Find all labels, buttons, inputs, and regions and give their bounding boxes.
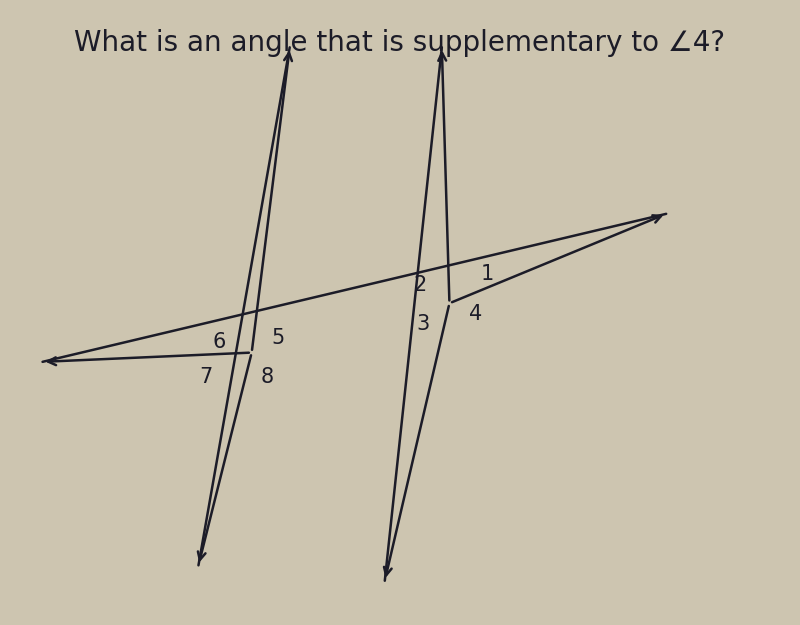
Text: 8: 8 [260, 368, 274, 388]
Text: 5: 5 [272, 328, 285, 348]
Text: What is an angle that is supplementary to ∠4?: What is an angle that is supplementary t… [74, 29, 726, 57]
Text: 1: 1 [481, 264, 494, 284]
Text: 6: 6 [212, 332, 226, 352]
Text: 4: 4 [470, 304, 482, 324]
Text: 3: 3 [416, 314, 430, 334]
Text: 2: 2 [414, 275, 427, 295]
Text: 7: 7 [199, 368, 213, 388]
